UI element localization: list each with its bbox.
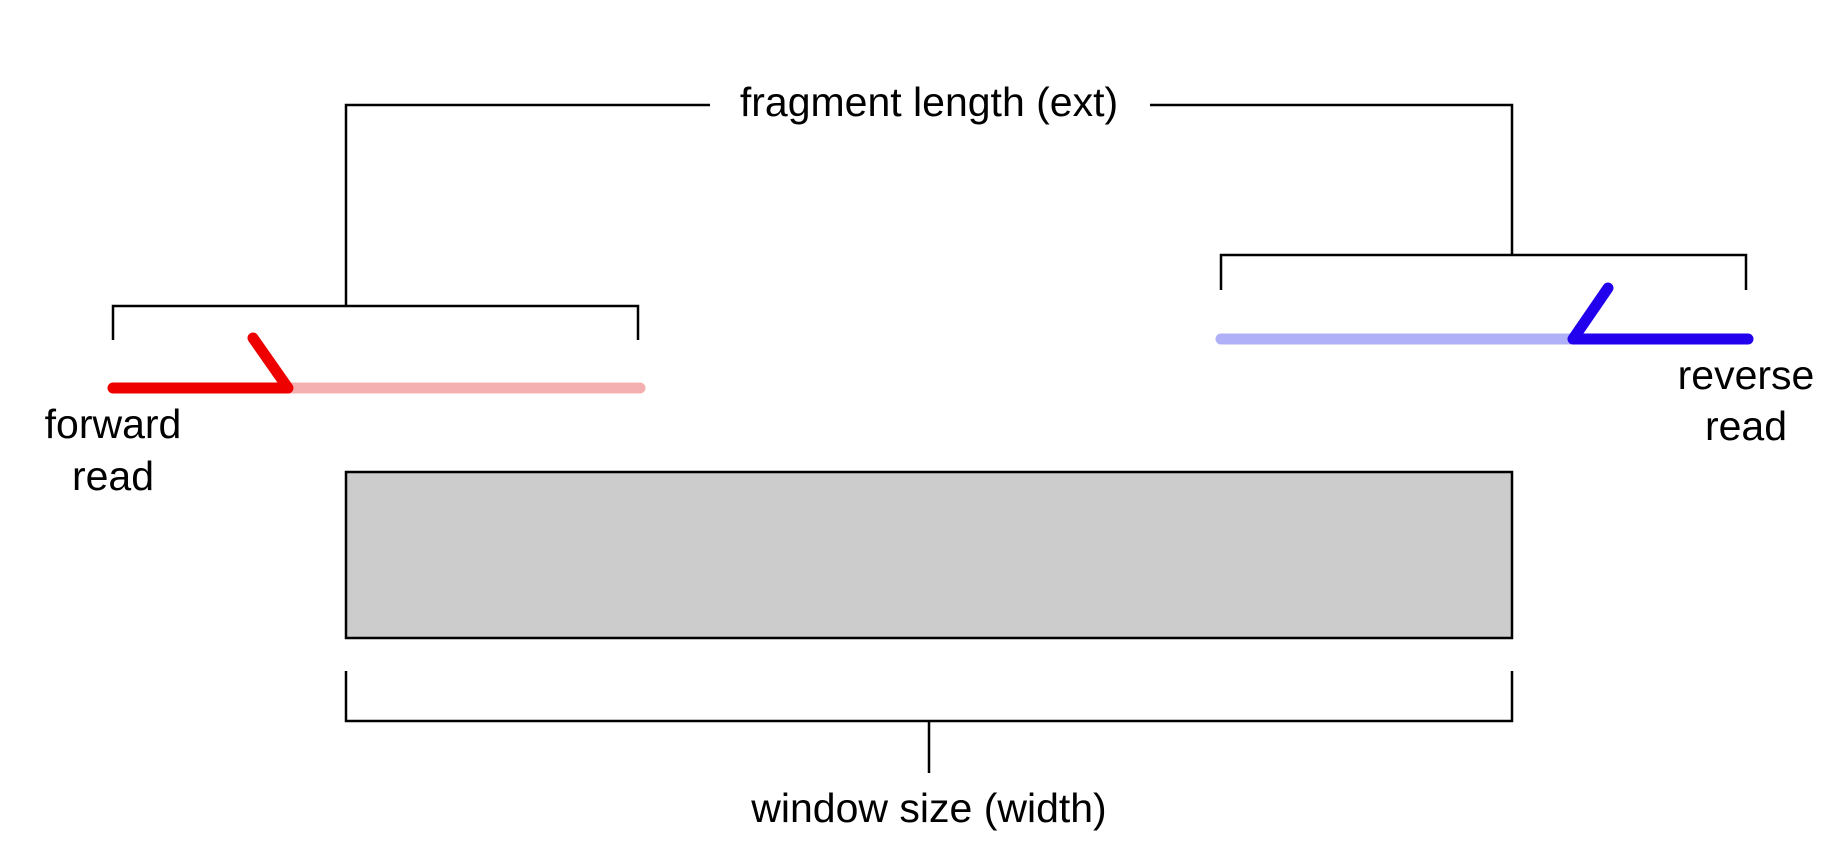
reverse-read-label-line1: reverse: [1678, 352, 1815, 398]
forward-extension-bracket: [111, 304, 640, 340]
window-box: [344, 470, 1514, 640]
window-size-bracket: [344, 671, 1514, 773]
forward-read: [107, 332, 646, 394]
reverse-read-label-line2: read: [1705, 403, 1787, 449]
fragment-length-bracket: [344, 103, 1514, 306]
reverse-read: [1215, 282, 1754, 345]
forward-read-arrow: [107, 332, 294, 394]
forward-read-label-line2: read: [72, 453, 154, 499]
reverse-read-arrow: [1567, 282, 1754, 345]
forward-read-label-line1: forward: [45, 401, 182, 447]
window-size-label: window size (width): [750, 785, 1106, 831]
fragment-length-label: fragment length (ext): [740, 79, 1118, 125]
reverse-extension-bracket: [1219, 253, 1748, 290]
